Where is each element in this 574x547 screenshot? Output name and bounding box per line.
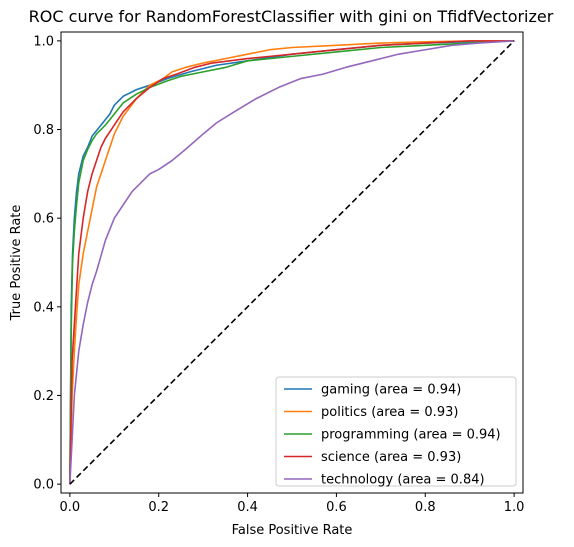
x-tick-label: 0.6 xyxy=(326,500,347,515)
plot-area xyxy=(69,40,515,485)
legend-entry: technology (area = 0.84) xyxy=(321,473,485,488)
y-tick-label: 0.4 xyxy=(33,300,54,315)
y-tick-label: 0.8 xyxy=(33,123,54,138)
y-tick-label: 0.6 xyxy=(33,212,54,227)
x-tick-label: 0.4 xyxy=(237,500,258,515)
legend-entry: politics (area = 0.93) xyxy=(321,405,458,420)
legend-box xyxy=(275,376,517,487)
legend-entry: gaming (area = 0.94) xyxy=(321,383,461,398)
x-tick-label: 1.0 xyxy=(504,500,525,515)
y-tick-label: 1.0 xyxy=(33,34,54,49)
legend: gaming (area = 0.94) politics (area = 0.9… xyxy=(275,376,517,488)
x-tick-label: 0.2 xyxy=(148,500,169,515)
series-line-science xyxy=(69,40,515,485)
y-tick-label: 0.0 xyxy=(33,478,54,493)
x-axis: 0.0 0.2 0.4 0.6 0.8 1.0 xyxy=(60,493,525,515)
legend-entry: science (area = 0.93) xyxy=(321,450,461,465)
series-line-technology xyxy=(69,40,515,485)
chart-title: ROC curve for RandomForestClassifier wit… xyxy=(29,7,554,26)
chance-diagonal-line xyxy=(69,40,515,485)
y-axis: 0.0 0.2 0.4 0.6 0.8 1.0 xyxy=(33,34,61,493)
y-tick-label: 0.2 xyxy=(33,389,54,404)
series-line-politics xyxy=(69,40,515,485)
y-axis-label: True Positive Rate xyxy=(9,205,24,322)
x-tick-label: 0.8 xyxy=(415,500,436,515)
x-axis-label: False Positive Rate xyxy=(232,523,353,538)
plot-frame xyxy=(60,31,524,494)
x-tick-label: 0.0 xyxy=(60,500,81,515)
series-line-programming xyxy=(69,40,515,485)
legend-entry: programming (area = 0.94) xyxy=(321,428,501,443)
